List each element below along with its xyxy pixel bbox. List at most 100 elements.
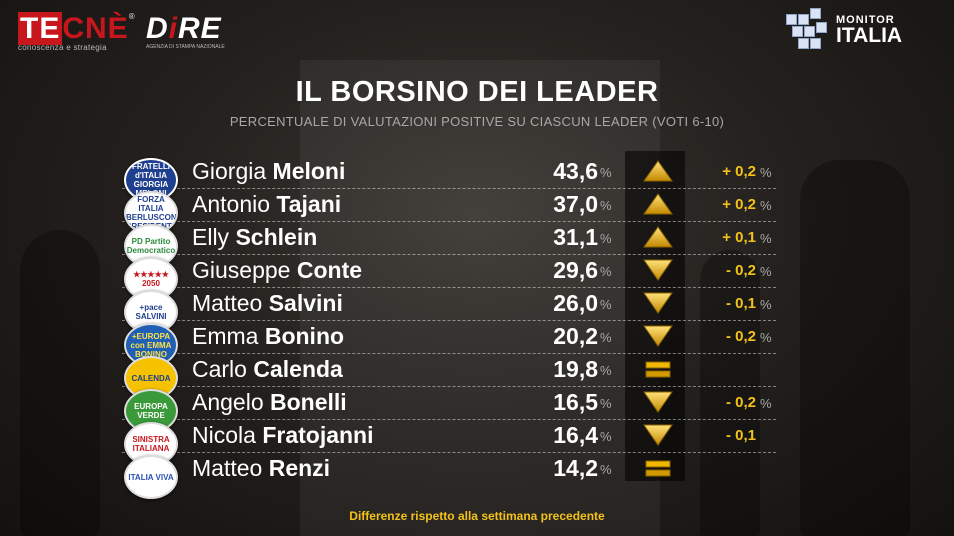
leader-row: +EUROPA con EMMA BONINO Emma Bonino 20,2% -… <box>122 321 776 367</box>
monitor-logo-line2: ITALIA <box>836 24 903 47</box>
approval-value: 19,8 <box>553 356 598 382</box>
tecne-tagline: conoscenza e strategia <box>18 43 107 52</box>
arrow-down-icon <box>643 391 673 413</box>
page-title: IL BORSINO DEI LEADER <box>295 76 659 108</box>
equal-icon <box>643 358 673 380</box>
leader-row: ITALIA VIVA Matteo Renzi 14,2% <box>122 453 776 499</box>
leader-last-name: Salvini <box>268 290 343 316</box>
leader-name: Emma Bonino <box>192 323 344 350</box>
leader-first-name: Carlo <box>192 356 247 382</box>
approval-value: 26,0 <box>553 290 598 316</box>
leader-row: PD Partito Democratico Elly Schlein 31,1% +… <box>122 222 776 268</box>
weekly-change: - 0,2 <box>725 328 756 345</box>
leader-row: CALENDA Carlo Calenda 19,8% <box>122 354 776 400</box>
background-figure <box>700 250 760 536</box>
leaders-table: FRATELLI d'ITALIA GIORGIA MELONIGiorgia … <box>122 156 776 499</box>
weekly-change: - 0,2 <box>725 394 756 411</box>
cubes-icon <box>786 8 830 52</box>
leader-name: Giuseppe Conte <box>192 257 362 284</box>
party-logo-text: PD Partito Democratico <box>126 237 176 255</box>
party-logo-text: ★★★★★ 2050 <box>133 270 169 288</box>
weekly-change-unit: % <box>760 330 772 345</box>
leader-last-name: Tajani <box>276 191 342 217</box>
leader-last-name: Fratojanni <box>262 422 374 448</box>
arrow-up-icon <box>643 193 673 215</box>
leader-first-name: Antonio <box>192 191 271 217</box>
dire-logo-d: D <box>146 12 169 45</box>
party-logo-text: CALENDA <box>131 373 171 383</box>
dire-logo: DiRE AGENZIA DI STAMPA NAZIONALE <box>146 12 225 50</box>
weekly-change: - 0,1 <box>725 427 756 444</box>
leader-last-name: Calenda <box>253 356 343 382</box>
approval-unit: % <box>600 363 612 378</box>
page-subtitle: PERCENTUALE DI VALUTAZIONI POSITIVE SU C… <box>229 114 725 129</box>
leader-row: FORZA ITALIA BERLUSCONI PRESIDENTE Antoni… <box>122 189 776 235</box>
background-figure <box>20 230 100 536</box>
leader-name: Antonio Tajani <box>192 191 341 218</box>
approval-unit: % <box>600 396 612 411</box>
leader-name: Giorgia Meloni <box>192 158 345 185</box>
party-logo-badge: +pace SALVINI <box>124 290 178 334</box>
leader-name: Matteo Renzi <box>192 455 330 482</box>
leader-first-name: Giorgia <box>192 158 267 184</box>
leader-first-name: Elly <box>192 224 230 250</box>
weekly-change-unit: % <box>760 264 772 279</box>
arrow-up-icon <box>643 160 673 182</box>
arrow-down-icon <box>643 259 673 281</box>
leader-first-name: Emma <box>192 323 259 349</box>
party-logo-badge: ITALIA VIVA <box>124 455 178 499</box>
party-logo-text: +pace SALVINI <box>135 303 167 321</box>
dire-logo-re: RE <box>178 12 222 45</box>
monitor-italia-logo: MONITOR ITALIA <box>786 8 902 52</box>
leader-row: ★★★★★ 2050 Giuseppe Conte 29,6% - 0,2% <box>122 255 776 301</box>
approval-value: 37,0 <box>553 191 598 217</box>
background-figure <box>800 160 910 536</box>
tecne-logo-reg: ® <box>128 12 136 21</box>
weekly-change: - 0,2 <box>725 262 756 279</box>
leader-first-name: Matteo <box>192 455 263 481</box>
leader-first-name: Angelo <box>192 389 264 415</box>
leader-last-name: Bonino <box>264 323 345 349</box>
approval-unit: % <box>600 330 612 345</box>
weekly-change-unit: % <box>760 396 772 411</box>
approval-value: 29,6 <box>553 257 598 283</box>
weekly-change-unit: % <box>760 297 772 312</box>
background-light <box>300 60 660 536</box>
approval-value: 14,2 <box>553 455 598 481</box>
approval-unit: % <box>600 198 612 213</box>
arrow-down-icon <box>643 292 673 314</box>
equal-icon <box>643 457 673 479</box>
approval-value: 20,2 <box>553 323 598 349</box>
weekly-change-unit: % <box>760 165 772 180</box>
leader-first-name: Nicola <box>192 422 256 448</box>
approval-unit: % <box>600 462 612 477</box>
party-logo-text: SINISTRA ITALIANA <box>132 435 170 453</box>
leader-row: EUROPA VERDE Angelo Bonelli 16,5% - 0,2% <box>122 387 776 433</box>
weekly-change: + 0,1 <box>722 229 756 246</box>
weekly-change: - 0,1 <box>725 295 756 312</box>
arrow-up-icon <box>643 226 673 248</box>
arrow-down-icon <box>643 325 673 347</box>
approval-value: 31,1 <box>553 224 598 250</box>
approval-unit: % <box>600 165 612 180</box>
leader-first-name: Matteo <box>192 290 263 316</box>
approval-unit: % <box>600 429 612 444</box>
leader-last-name: Bonelli <box>270 389 347 415</box>
weekly-change: + 0,2 <box>722 196 756 213</box>
dire-logo-i: i <box>168 12 179 45</box>
leader-last-name: Conte <box>296 257 363 283</box>
leader-last-name: Schlein <box>235 224 318 250</box>
leader-name: Nicola Fratojanni <box>192 422 373 449</box>
leader-last-name: Meloni <box>272 158 346 184</box>
approval-value: 16,4 <box>553 422 598 448</box>
tecne-logo-te: TE <box>18 12 63 45</box>
approval-value: 16,5 <box>553 389 598 415</box>
weekly-change-unit: % <box>760 198 772 213</box>
dire-tagline: AGENZIA DI STAMPA NAZIONALE <box>146 44 225 50</box>
footnote: Differenze rispetto alla settimana prece… <box>349 509 605 523</box>
weekly-change-unit: % <box>760 231 772 246</box>
party-logo-text: ITALIA VIVA <box>128 472 174 482</box>
party-logo-text: +EUROPA con EMMA BONINO <box>130 331 172 359</box>
arrow-down-icon <box>643 424 673 446</box>
tecne-logo: TECNÈ® conoscenza e strategia <box>18 12 136 52</box>
